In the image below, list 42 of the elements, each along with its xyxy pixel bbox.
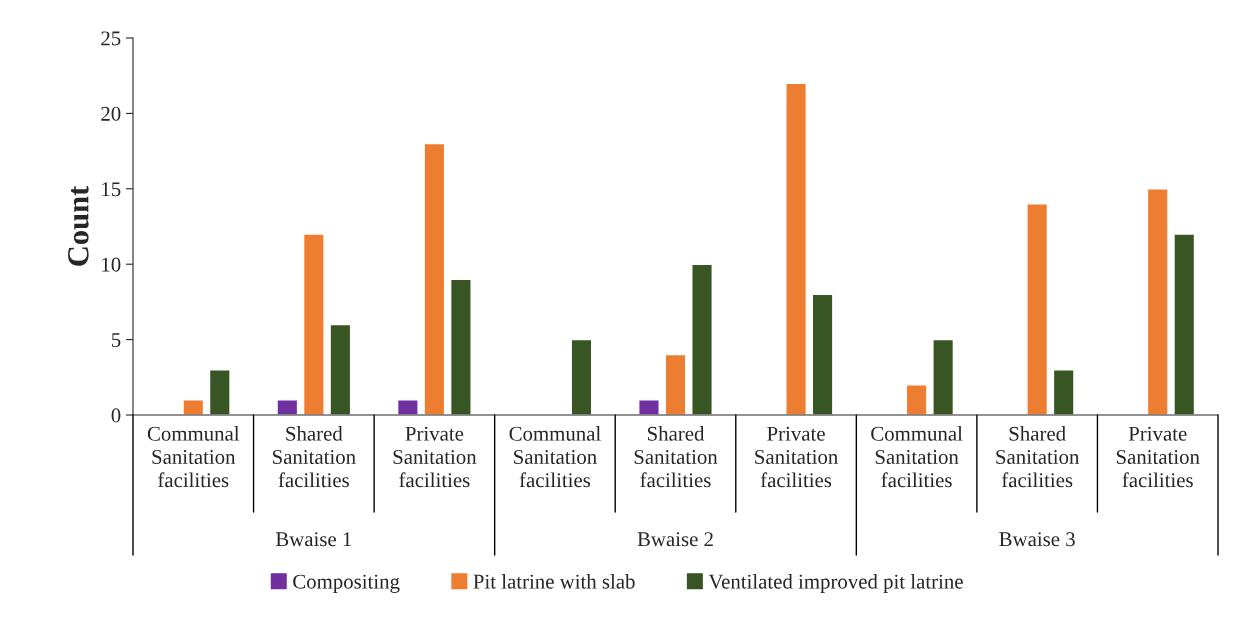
y-tick-label: 10 xyxy=(102,257,121,272)
bar xyxy=(329,323,352,415)
y-tick-label: 5 xyxy=(111,333,121,348)
text: Bwaise 1 xyxy=(275,532,352,547)
bar xyxy=(423,142,446,415)
x-tick-label: Shared Sanitation facilities xyxy=(634,426,718,488)
y-tick-label: 20 xyxy=(101,106,121,121)
bar xyxy=(905,384,928,415)
bar xyxy=(932,338,955,415)
y-axis-title: Count xyxy=(68,185,89,266)
x-tick-label: Private Sanitation facilities xyxy=(393,426,477,488)
y-tick-label: 0 xyxy=(111,408,121,423)
x-tick-label: Private Sanitation facilities xyxy=(1116,426,1200,488)
bar xyxy=(785,82,807,415)
x-tick-label: Private Sanitation facilities xyxy=(755,426,838,488)
legend-label: Pit latrine with slab xyxy=(473,573,635,589)
bar xyxy=(449,278,472,415)
bar xyxy=(1146,188,1169,415)
bar xyxy=(208,369,231,415)
x-tick-label: Shared Sanitation facilities xyxy=(272,426,356,488)
bar xyxy=(1026,203,1049,415)
bar xyxy=(811,293,834,415)
x-tick-label: Communal Sanitation facilities xyxy=(147,426,240,488)
bar xyxy=(638,399,660,415)
legend-label: Ventilated improved pit latrine xyxy=(708,573,963,593)
text: Bwaise 2 xyxy=(637,532,713,547)
y-tick-label: 15 xyxy=(102,182,121,197)
bar xyxy=(664,353,687,415)
bar xyxy=(1173,233,1196,415)
bar xyxy=(1052,369,1075,415)
x-tick-label: Communal Sanitation facilities xyxy=(871,426,963,488)
bar xyxy=(302,233,325,415)
y-tick-label: 25 xyxy=(101,31,121,46)
bar xyxy=(570,338,593,415)
bar xyxy=(691,263,713,415)
text: Bwaise 3 xyxy=(999,532,1075,547)
bar xyxy=(276,399,299,415)
bar xyxy=(182,399,205,415)
legend-label: Compositing xyxy=(293,574,400,593)
x-tick-label: Communal Sanitation facilities xyxy=(509,426,601,488)
x-tick-label: Shared Sanitation facilities xyxy=(996,426,1080,488)
bar xyxy=(396,399,419,415)
